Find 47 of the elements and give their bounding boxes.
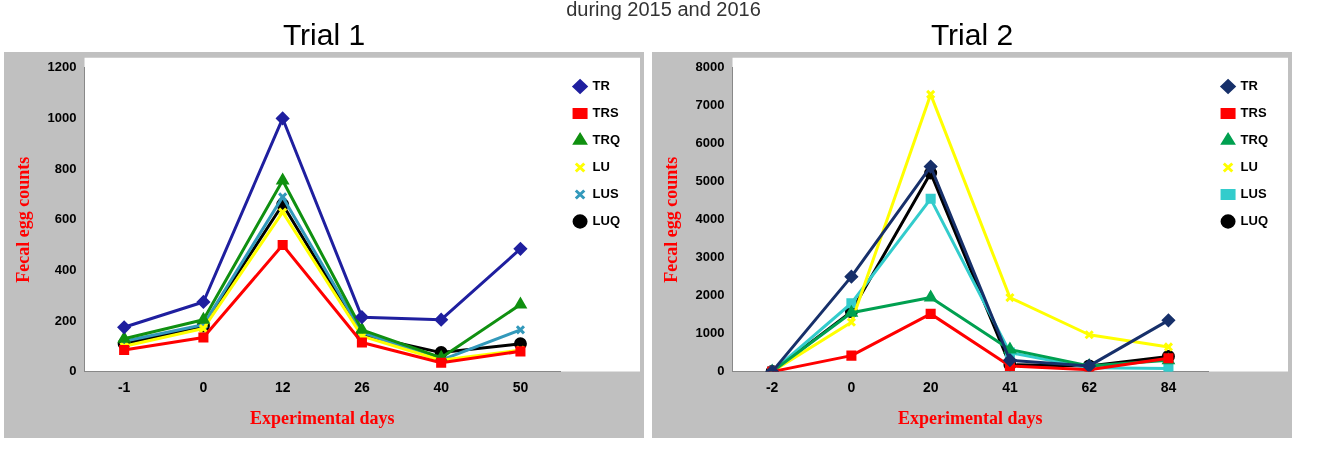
x-tick-label: 26 xyxy=(354,378,370,395)
y-axis-title: Fecal egg counts xyxy=(13,156,34,283)
y-tick-label: 2000 xyxy=(695,287,725,303)
y-tick-label: 600 xyxy=(54,211,77,227)
x-axis-title: Experimental days xyxy=(250,407,395,428)
x-tick-label: -1 xyxy=(117,378,131,395)
x-tick-label: 40 xyxy=(433,378,450,395)
y-tick-label: 8000 xyxy=(695,59,725,75)
legend-label: TR xyxy=(592,78,611,94)
legend-label: TR xyxy=(1240,78,1259,94)
legend-label: TRS xyxy=(1240,105,1267,121)
legend-label: LU xyxy=(592,159,610,175)
y-tick-label: 1200 xyxy=(47,59,77,75)
legend-label: LUS xyxy=(592,186,619,202)
y-tick-label: 0 xyxy=(717,363,725,379)
chart-title: Trial 1 xyxy=(282,18,366,52)
y-tick-label: 4000 xyxy=(695,211,725,227)
x-tick-label: 20 xyxy=(922,378,939,395)
legend-label: TRQ xyxy=(1240,132,1269,148)
y-tick-label: 6000 xyxy=(695,135,725,151)
y-tick-label: 3000 xyxy=(695,249,725,265)
legend-label: LUS xyxy=(1240,186,1267,202)
x-tick-label: 62 xyxy=(1081,378,1098,395)
x-tick-label: 41 xyxy=(1002,378,1018,395)
legend-label: LUQ xyxy=(592,213,621,229)
legend-label: LUQ xyxy=(1240,213,1269,229)
y-tick-label: 1000 xyxy=(695,325,725,341)
text: during 2015 and 2016 xyxy=(566,0,761,20)
x-tick-label: 0 xyxy=(199,378,208,395)
y-axis-title: Fecal egg counts xyxy=(661,156,682,283)
y-tick-label: 7000 xyxy=(695,97,725,113)
legend-label: LU xyxy=(1240,159,1258,175)
y-tick-label: 800 xyxy=(54,160,77,176)
y-tick-label: 400 xyxy=(54,261,77,277)
x-tick-label: 50 xyxy=(512,378,529,395)
y-tick-label: 0 xyxy=(69,363,77,379)
x-tick-label: 0 xyxy=(847,378,856,395)
x-tick-label: 12 xyxy=(274,378,291,395)
y-tick-label: 200 xyxy=(54,312,77,328)
y-tick-label: 1000 xyxy=(47,110,77,126)
legend-label: TRQ xyxy=(592,132,621,148)
x-tick-label: -2 xyxy=(765,378,779,395)
legend-label: TRS xyxy=(592,105,619,121)
chart-title: Trial 2 xyxy=(930,18,1014,52)
x-axis-title: Experimental days xyxy=(898,407,1043,428)
x-tick-label: 84 xyxy=(1160,378,1177,395)
y-tick-label: 5000 xyxy=(695,173,725,189)
